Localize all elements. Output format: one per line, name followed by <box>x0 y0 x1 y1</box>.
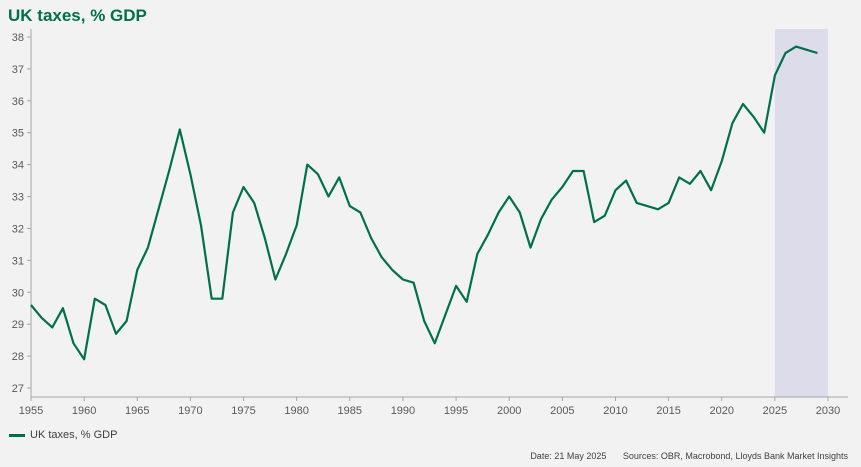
y-tick-label: 30 <box>12 287 24 299</box>
x-tick-label: 2030 <box>816 405 840 417</box>
x-axis: 1955 1960 1965 1970 1975 1980 1985 1990 1995 2000… <box>19 396 848 417</box>
x-tick-label: 1970 <box>178 405 202 417</box>
y-tick-label: 29 <box>12 319 24 331</box>
forecast-shaded-region <box>774 29 828 397</box>
footer-date: Date: 21 May 2025 <box>530 451 607 461</box>
y-tick-label: 34 <box>12 160 24 172</box>
footer: Date: 21 May 2025 Sources: OBR, Macrobon… <box>530 451 848 461</box>
y-tick-label: 32 <box>12 223 24 235</box>
y-tick-label: 27 <box>12 383 24 395</box>
x-tick-label: 2015 <box>656 405 680 417</box>
x-tick-label: 1965 <box>125 405 149 417</box>
x-tick-label: 1985 <box>338 405 362 417</box>
y-tick-label: 36 <box>12 96 24 108</box>
x-tick-label: 1960 <box>72 405 96 417</box>
y-tick-label: 37 <box>12 64 24 76</box>
x-tick-label: 2000 <box>497 405 521 417</box>
legend: UK taxes, % GDP <box>9 429 117 441</box>
y-tick-label: 33 <box>12 192 24 204</box>
y-tick-label: 35 <box>12 128 24 140</box>
legend-label: UK taxes, % GDP <box>30 429 118 441</box>
x-tick-label: 1975 <box>231 405 255 417</box>
x-tick-label: 2025 <box>763 405 787 417</box>
series-points <box>30 46 818 360</box>
y-tick-label: 31 <box>12 255 24 267</box>
x-tick-label: 1980 <box>284 405 308 417</box>
x-tick-label: 1995 <box>444 405 468 417</box>
footer-sources: Sources: OBR, Macrobond, Lloyds Bank Mar… <box>622 451 848 461</box>
x-tick-label: 2010 <box>603 405 627 417</box>
x-tick-label: 1955 <box>19 405 43 417</box>
x-tick-label: 1990 <box>391 405 415 417</box>
x-tick-label: 2020 <box>709 405 733 417</box>
legend-swatch <box>9 433 25 437</box>
x-tick-label: 2005 <box>550 405 574 417</box>
y-tick-label: 38 <box>12 32 24 44</box>
chart-title: UK taxes, % GDP <box>8 6 147 25</box>
series-line-uk-taxes <box>30 45 818 361</box>
y-tick-label: 28 <box>12 351 24 363</box>
y-axis: 27 28 29 30 31 32 33 34 35 36 37 38 <box>12 29 32 397</box>
